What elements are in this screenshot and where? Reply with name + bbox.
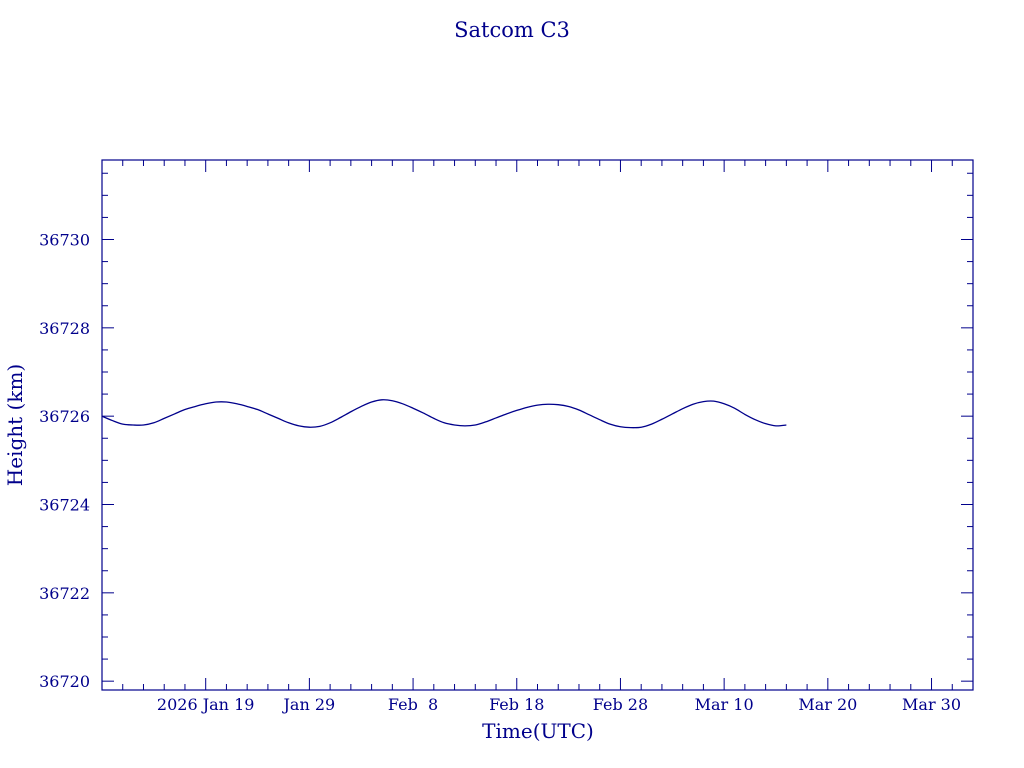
x-tick-label: Mar 10 xyxy=(695,695,754,714)
plot-frame xyxy=(101,159,974,691)
y-tick-label: 36722 xyxy=(39,584,90,603)
x-tick-label: Jan 29 xyxy=(282,695,336,714)
x-axis-title: Time(UTC) xyxy=(482,719,594,743)
x-tick-label: Mar 30 xyxy=(902,695,961,714)
x-tick-label: Feb 28 xyxy=(593,695,648,714)
y-axis-title: Height (km) xyxy=(3,364,27,486)
x-tick-label: Mar 20 xyxy=(798,695,857,714)
y-tick-label: 36720 xyxy=(39,672,90,691)
x-tick-label: Feb 8 xyxy=(388,695,438,714)
x-tick-label: 2026 Jan 19 xyxy=(157,695,255,714)
y-tick-label: 36730 xyxy=(39,231,90,250)
y-tick-label: 36724 xyxy=(39,496,90,515)
x-tick-label: Feb 18 xyxy=(489,695,544,714)
chart-title: Satcom C3 xyxy=(454,18,570,42)
height-series-line xyxy=(101,399,787,429)
y-tick-label: 36726 xyxy=(39,407,90,426)
x-axis: 2026 Jan 19 Jan 29 Feb 8 Feb 18 Feb 28 Mar 10… xyxy=(122,160,974,714)
y-tick-label: 36728 xyxy=(39,319,90,338)
y-axis: 36720 36722 36724 36726 36728 36730 xyxy=(39,172,973,691)
